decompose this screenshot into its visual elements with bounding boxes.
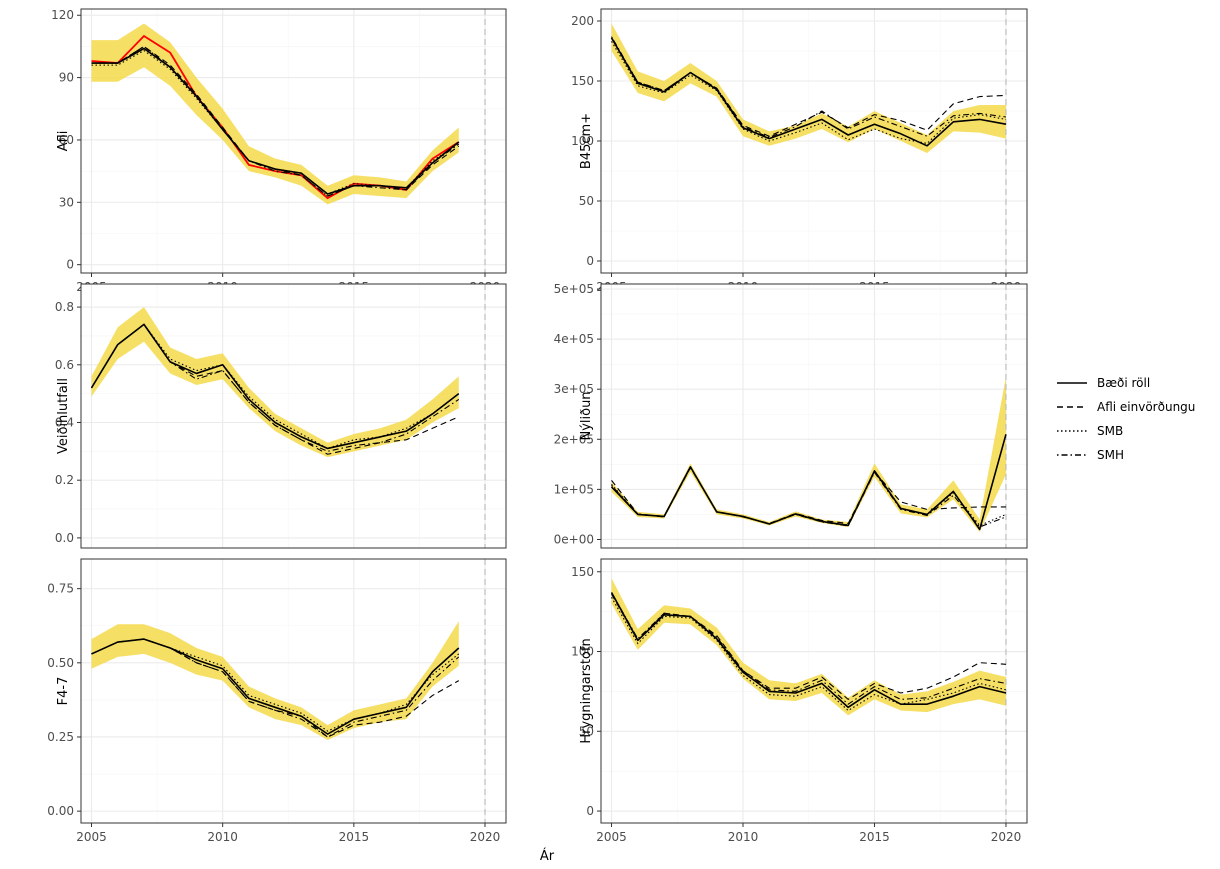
y-tick-label: 100 [571,134,594,148]
y-tick-label: 60 [59,133,74,147]
series-line-4 [91,45,460,197]
y-tick-label: 1e+05 [554,482,594,496]
legend-label: SMH [1097,448,1124,462]
x-tick-label: 2005 [76,830,107,844]
panel-f47: 0.00 0.25 0.50 0.75 2005 2010 2015 2020 F4-7 [47,558,507,844]
panel-background [81,559,506,823]
confidence-band [91,307,459,458]
panel-border [80,558,507,824]
y-tick-label: 5e+05 [554,282,594,296]
panel-b45: 0501001502002005201020152020B45cm+ [571,8,1028,294]
x-tick-label: 2020 [470,830,501,844]
y-tick-label: 0.25 [47,730,74,744]
series-line-2 [611,467,1006,525]
series-line-1 [610,592,1007,709]
panel-hrygningarstofn: 0 50 100 150 2005 2010 2015 2020 Hrygningarstofn [571,558,1028,844]
x-tick-label: 2010 [207,830,238,844]
y-tick-label: 120 [51,8,74,22]
y-tick-label: 150 [571,565,594,579]
legend-item: SMB [1057,424,1123,438]
y-tick-label: 0e+00 [554,532,594,546]
panel-border [600,558,1028,824]
x-tick-label: 2010 [728,830,759,844]
legend-label: Afli einvörðungu [1097,400,1195,414]
y-axis-title: F4-7 [56,677,71,706]
panel-border [600,283,1028,549]
y-tick-label: 3e+05 [554,382,594,396]
legend-label: Bæði röll [1097,376,1150,390]
y-tick-label: 50 [579,194,594,208]
x-axis-title: Ár [540,848,555,864]
y-tick-label: 50 [579,724,594,738]
y-tick-label: 30 [59,195,74,209]
panels-layer: 0 30 60 90 120 2005 2010 2015 2020 Afli 0 50 100 150 2… [47,8,1028,844]
y-tick-label: 0.0 [55,531,74,545]
x-tick-label: 2015 [339,830,370,844]
y-tick-label: 2e+05 [554,432,594,446]
series-line-3 [91,50,460,195]
legend-label: SMB [1097,424,1123,438]
x-tick-label: 2005 [596,830,627,844]
series-line-3 [611,41,1007,144]
panel-afli: 03060901202005201020152020Afli [51,8,507,294]
y-tick-label: 0.00 [47,804,74,818]
y-tick-label: 4e+05 [554,332,594,346]
series-line-4 [611,36,1007,138]
y-axis-title: Nýliðun [579,391,594,440]
y-tick-label: 200 [571,14,594,28]
y-axis-title: Afli [56,131,71,152]
y-tick-label: 0.2 [55,473,74,487]
panel-nylidun: 0e+00 1e+05 2e+05 3e+05 4e+05 5e+05 Nýliðun [554,282,1028,549]
y-tick-label: 150 [571,74,594,88]
y-tick-label: 0.75 [47,582,74,596]
y-tick-label: 0.6 [55,358,74,372]
series-line-1 [610,434,1007,531]
x-tick-label: 2015 [859,830,890,844]
series-line-4 [91,638,460,738]
series-line-4 [611,592,1007,705]
y-tick-label: 0 [586,804,594,818]
series-line-3 [611,597,1007,712]
y-tick-label: 100 [571,645,594,659]
y-tick-label: 0.50 [47,656,74,670]
series-line-4 [91,323,460,452]
series-line-1 [90,323,460,450]
legend-item: Bæði röll [1057,376,1150,390]
panel-border [80,283,507,549]
legend-item: SMH [1057,448,1124,462]
confidence-band [611,376,1006,532]
y-tick-label: 0 [66,258,74,272]
series-line-2 [611,37,1006,137]
confidence-band [91,621,459,740]
y-tick-label: 90 [59,71,74,85]
y-tick-label: 0 [586,254,594,268]
y-axis-title: B45cm+ [579,113,594,169]
legend: Bæði röll Afli einvörðungu SMB SMH [1057,376,1195,462]
panel-veidihlutfall: 0.0 0.2 0.4 0.6 0.8 Veiðihlutfall [55,283,507,549]
y-axis-title: Hrygningarstofn [579,638,594,743]
y-axis-title: Veiðihlutfall [56,378,71,454]
x-tick-label: 2020 [991,830,1022,844]
y-tick-label: 0.8 [55,300,74,314]
legend-item: Afli einvörðungu [1057,400,1195,414]
panel-border [80,8,507,274]
confidence-band [611,23,1006,154]
y-tick-label: 0.4 [55,415,74,429]
confidence-band [91,23,459,205]
